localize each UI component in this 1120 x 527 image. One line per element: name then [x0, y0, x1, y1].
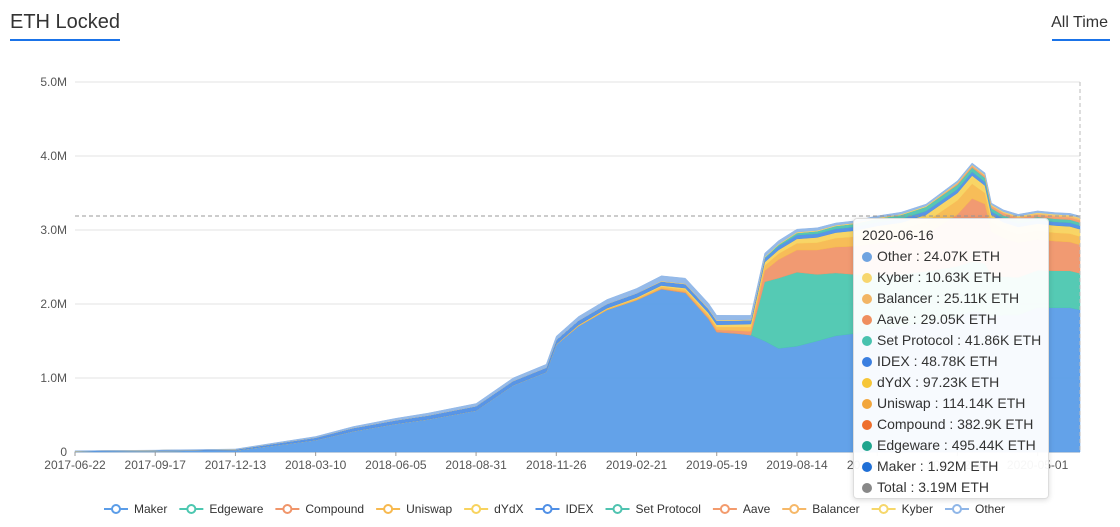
tooltip-row: dYdX : 97.23K ETH	[862, 372, 1040, 393]
tooltip-row-label: Edgeware : 495.44K ETH	[877, 437, 1036, 453]
chart-title: ETH Locked	[10, 11, 121, 33]
legend-item-set-protocol[interactable]: Set Protocol	[605, 502, 701, 516]
tooltip-row-label: Kyber : 10.63K ETH	[877, 269, 1002, 285]
legend-marker-icon	[951, 504, 962, 514]
x-tick-label: 2018-03-10	[285, 458, 347, 472]
x-tick-label: 2018-08-31	[445, 458, 507, 472]
legend-label: Compound	[305, 502, 364, 516]
series-dot-icon	[862, 398, 872, 409]
tooltip-row-label: Aave : 29.05K ETH	[877, 311, 997, 327]
legend-label: Edgeware	[209, 502, 263, 516]
tooltip-row: IDEX : 48.78K ETH	[862, 351, 1040, 372]
y-tick-label: 5.0M	[40, 75, 67, 89]
x-tick-label: 2017-12-13	[205, 458, 267, 472]
legend-marker-icon	[878, 504, 889, 514]
tooltip-row-label: Other : 24.07K ETH	[877, 248, 1000, 264]
legend-item-dydx[interactable]: dYdX	[464, 502, 524, 516]
legend-item-uniswap[interactable]: Uniswap	[376, 502, 452, 516]
legend-item-maker[interactable]: Maker	[104, 502, 167, 516]
y-tick-label: 3.0M	[40, 223, 67, 237]
range-underline	[1052, 39, 1110, 41]
x-tick-label: 2019-02-21	[606, 458, 668, 472]
legend-marker-icon	[542, 504, 553, 514]
tooltip-row-label: IDEX : 48.78K ETH	[877, 353, 998, 369]
legend-item-edgeware[interactable]: Edgeware	[179, 502, 264, 516]
tooltip-row: Set Protocol : 41.86K ETH	[862, 330, 1042, 351]
legend-label: Uniswap	[406, 502, 452, 516]
legend-marker-icon	[612, 504, 623, 514]
tooltip-row-label: dYdX : 97.23K ETH	[877, 374, 1000, 390]
x-tick-label: 2018-06-05	[365, 458, 427, 472]
legend-label: Aave	[743, 502, 771, 516]
tooltip-row: Maker : 1.92M ETH	[862, 456, 1040, 477]
legend-item-aave[interactable]: Aave	[712, 502, 771, 516]
series-dot-icon	[862, 272, 872, 283]
legend-label: Kyber	[902, 502, 933, 516]
tooltip-row: Compound : 382.9K ETH	[862, 414, 1040, 435]
tooltip-row-label: Uniswap : 114.14K ETH	[877, 395, 1026, 411]
legend-label: Set Protocol	[636, 502, 701, 516]
tooltip-row: Balancer : 25.11K ETH	[862, 288, 1040, 309]
y-tick-label: 2.0M	[40, 297, 67, 311]
y-tick-label: 4.0M	[40, 149, 67, 163]
tooltip-row-label: Balancer : 25.11K ETH	[877, 290, 1020, 306]
series-dot-icon	[862, 419, 872, 430]
legend-marker-icon	[282, 504, 293, 514]
x-tick-label: 2017-06-22	[44, 458, 106, 472]
legend-item-kyber[interactable]: Kyber	[871, 502, 933, 516]
series-dot-icon	[862, 356, 872, 367]
tooltip-row: Total : 3.19M ETH	[862, 477, 1040, 498]
legend-item-other[interactable]: Other	[944, 502, 1005, 516]
time-range-selector[interactable]: All Time	[1051, 14, 1108, 31]
legend-item-idex[interactable]: IDEX	[535, 502, 594, 516]
tooltip: 2020-06-16 Other : 24.07K ETH Kyber : 10.…	[853, 218, 1049, 499]
tooltip-row: Uniswap : 114.14K ETH	[862, 393, 1040, 414]
tooltip-date: 2020-06-16	[862, 227, 934, 243]
legend-marker-icon	[789, 504, 800, 514]
legend-label: IDEX	[566, 502, 594, 516]
tooltip-rows: Other : 24.07K ETH Kyber : 10.63K ETH Bala…	[862, 246, 1042, 498]
series-dot-icon	[862, 251, 872, 262]
legend-label: dYdX	[494, 502, 523, 516]
legend-marker-icon	[471, 504, 482, 514]
x-tick-label: 2017-09-17	[125, 458, 187, 472]
series-dot-icon	[862, 293, 872, 304]
series-dot-icon	[862, 377, 872, 388]
y-tick-label: 0	[60, 445, 67, 459]
y-tick-label: 1.0M	[40, 371, 67, 385]
title-underline	[10, 39, 120, 41]
tooltip-row: Kyber : 10.63K ETH	[862, 267, 1040, 288]
legend[interactable]: Maker Edgeware Compound Uniswap dYdX IDEX Set …	[104, 502, 1005, 516]
tooltip-row-label: Set Protocol : 41.86K ETH	[877, 332, 1042, 348]
legend-item-compound[interactable]: Compound	[275, 502, 364, 516]
legend-label: Maker	[134, 502, 167, 516]
legend-label: Other	[975, 502, 1005, 516]
series-dot-icon	[862, 461, 872, 472]
legend-marker-icon	[719, 504, 730, 514]
tooltip-row: Aave : 29.05K ETH	[862, 309, 1040, 330]
series-dot-icon	[862, 482, 872, 493]
hover-overlay	[75, 82, 1081, 452]
series-dot-icon	[862, 314, 872, 325]
x-tick-label: 2018-11-26	[526, 458, 587, 472]
legend-marker-icon	[383, 504, 394, 514]
legend-marker-icon	[186, 504, 197, 514]
tooltip-row-label: Total : 3.19M ETH	[877, 479, 990, 495]
x-tick-label: 2019-08-14	[766, 458, 828, 472]
x-tick-label: 2019-05-19	[686, 458, 748, 472]
series-dot-icon	[862, 440, 872, 451]
tooltip-row: Edgeware : 495.44K ETH	[862, 435, 1040, 456]
tooltip-row-label: Maker : 1.92M ETH	[877, 458, 999, 474]
legend-marker-icon	[111, 504, 121, 514]
legend-label: Balancer	[812, 502, 859, 516]
series-dot-icon	[862, 335, 872, 346]
legend-item-balancer[interactable]: Balancer	[782, 502, 860, 516]
tooltip-row-label: Compound : 382.9K ETH	[877, 416, 1034, 432]
tooltip-row: Other : 24.07K ETH	[862, 246, 1040, 267]
